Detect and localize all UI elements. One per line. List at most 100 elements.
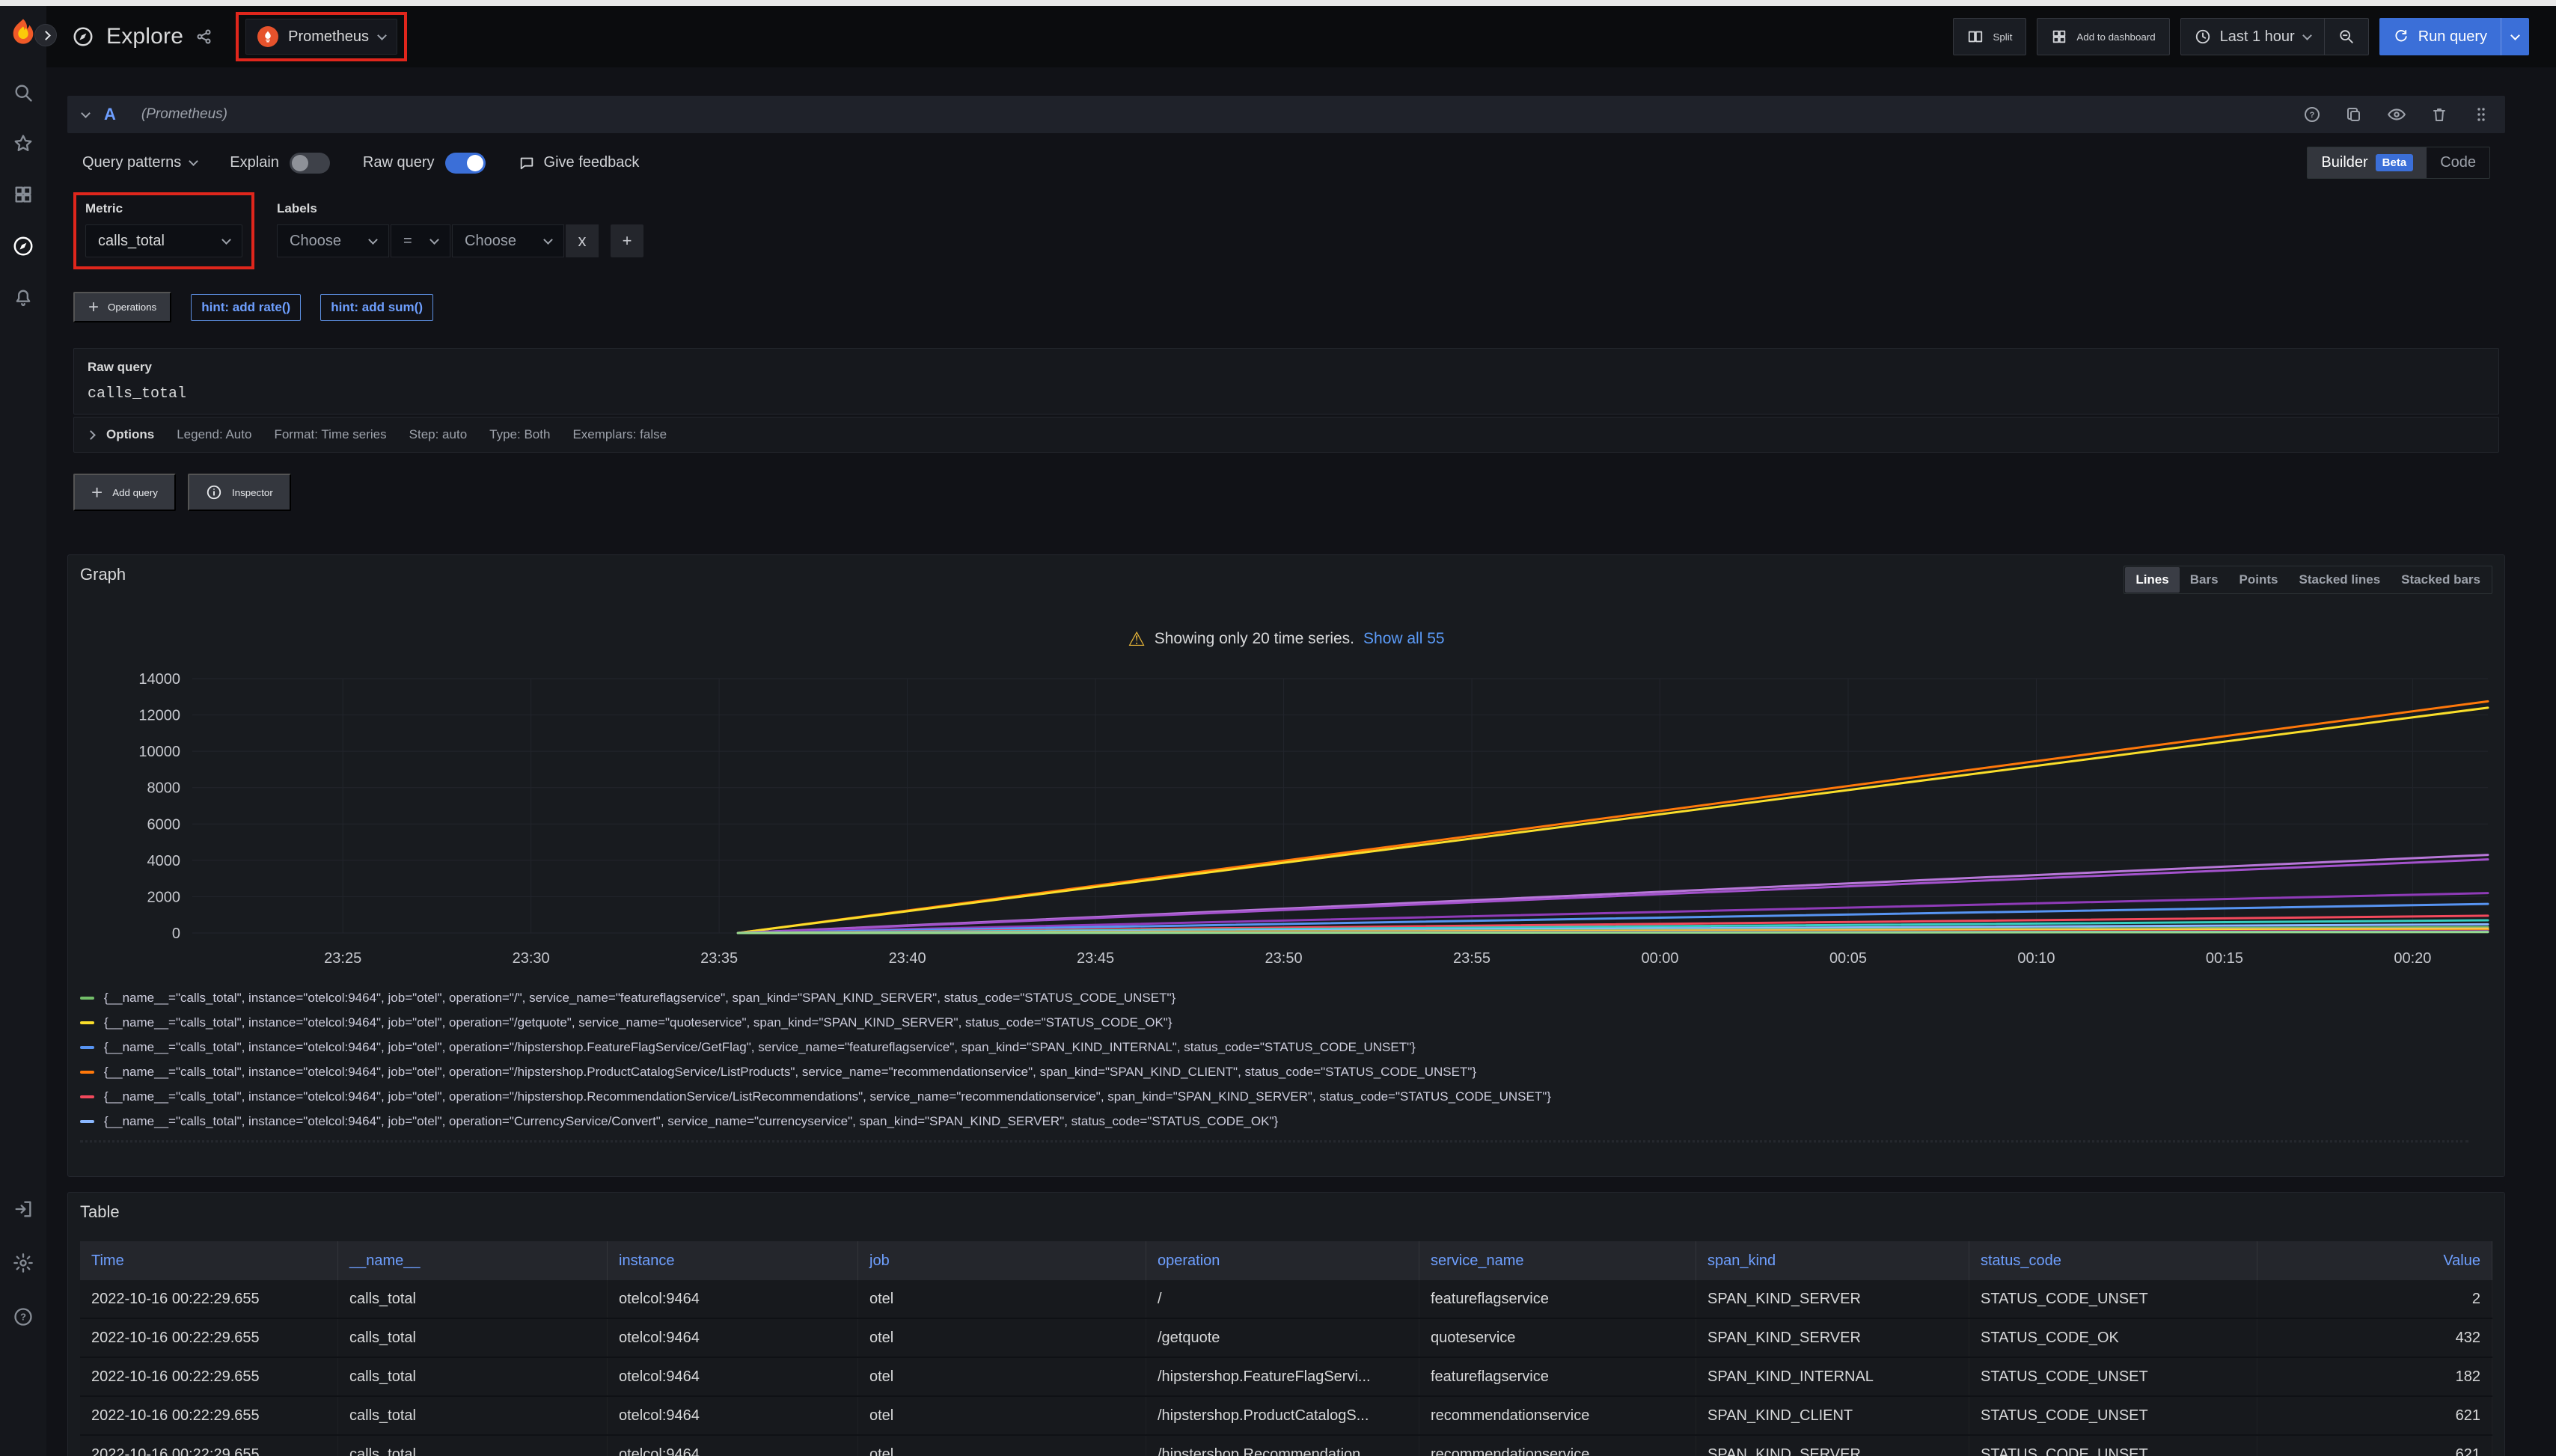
table-cell: otel [858, 1397, 1146, 1434]
zoom-out-time-button[interactable] [2325, 19, 2368, 55]
table-header-cell[interactable]: span_kind [1696, 1241, 1969, 1280]
share-icon[interactable] [195, 28, 213, 46]
graph-legend: {__name__="calls_total", instance="otelc… [80, 985, 2492, 1134]
query-patterns-dropdown[interactable]: Query patterns [82, 154, 197, 171]
datasource-picker[interactable]: Prometheus [245, 19, 397, 55]
legend-series-label: {__name__="calls_total", instance="otelc… [104, 1114, 1278, 1129]
remove-label-filter-button[interactable]: x [566, 224, 599, 257]
table-row: 2022-10-16 00:22:29.655calls_totalotelco… [80, 1319, 2492, 1358]
tab-builder[interactable]: Builder Beta [2308, 147, 2427, 178]
give-feedback-button[interactable]: Give feedback [519, 154, 640, 171]
explain-toggle[interactable] [290, 153, 330, 174]
legend-item[interactable]: {__name__="calls_total", instance="otelc… [80, 1109, 2492, 1134]
legend-series-label: {__name__="calls_total", instance="otelc… [104, 991, 1175, 1006]
table-cell: STATUS_CODE_UNSET [1969, 1280, 2257, 1318]
metric-select[interactable]: calls_total [85, 224, 242, 257]
table-row: 2022-10-16 00:22:29.655calls_totalotelco… [80, 1436, 2492, 1456]
refresh-icon [2393, 28, 2409, 45]
query-option-summary: Exemplars: false [572, 427, 667, 442]
time-series-chart[interactable]: 0200040006000800010000120001400023:2523:… [80, 670, 2493, 969]
add-operation-button[interactable]: + Operations [73, 292, 171, 322]
sidebar: ? [0, 6, 46, 1456]
metric-highlight-box: Metric calls_total [73, 192, 254, 269]
hint-add-sum-button[interactable]: hint: add sum() [320, 294, 433, 321]
inspector-button[interactable]: Inspector [188, 474, 291, 511]
legend-series-label: {__name__="calls_total", instance="otelc… [104, 1089, 1551, 1104]
drag-handle-icon[interactable] [2472, 105, 2490, 123]
raw-query-label: Raw query [88, 360, 2485, 375]
svg-text:23:30: 23:30 [513, 950, 550, 967]
duplicate-query-icon[interactable] [2345, 105, 2363, 123]
table-cell: otel [858, 1280, 1146, 1318]
operations-row: + Operations hint: add rate() hint: add … [67, 292, 2505, 322]
legend-item[interactable]: {__name__="calls_total", instance="otelc… [80, 1059, 2492, 1084]
run-query-button[interactable]: Run query [2379, 18, 2529, 55]
search-icon[interactable] [13, 82, 34, 103]
sidebar-expand-button[interactable] [34, 24, 57, 46]
table-cell: SPAN_KIND_CLIENT [1696, 1397, 1969, 1434]
explore-icon[interactable] [12, 235, 34, 257]
table-header-cell[interactable]: __name__ [338, 1241, 608, 1280]
table-cell: 2022-10-16 00:22:29.655 [80, 1397, 338, 1434]
raw-query-toggle[interactable] [445, 153, 486, 174]
grafana-logo[interactable] [8, 16, 38, 46]
time-range-picker[interactable]: Last 1 hour [2181, 19, 2324, 55]
graph-mode-stacked-lines[interactable]: Stacked lines [2288, 567, 2391, 593]
hide-query-eye-icon[interactable] [2387, 105, 2406, 124]
label-operator-select[interactable]: = [391, 224, 450, 257]
split-button[interactable]: Split [1953, 18, 2026, 55]
table-header-cell[interactable]: Value [2257, 1241, 2492, 1280]
show-all-series-link[interactable]: Show all 55 [1363, 630, 1445, 648]
page-title: Explore [106, 24, 183, 49]
graph-mode-bars[interactable]: Bars [2180, 567, 2229, 593]
label-key-select[interactable]: Choose [277, 224, 389, 257]
raw-query-value: calls_total [88, 385, 2485, 403]
table-panel-title: Table [80, 1202, 2492, 1222]
add-label-filter-button[interactable]: + [611, 224, 643, 257]
table-header-cell[interactable]: instance [608, 1241, 858, 1280]
dashboards-icon[interactable] [13, 184, 34, 205]
graph-mode-points[interactable]: Points [2229, 567, 2289, 593]
table-cell: 621 [2257, 1397, 2492, 1434]
run-query-dropdown[interactable] [2501, 18, 2529, 55]
table-cell: calls_total [338, 1436, 608, 1456]
legend-item[interactable]: {__name__="calls_total", instance="otelc… [80, 1035, 2492, 1059]
svg-text:00:10: 00:10 [2017, 950, 2055, 967]
tab-code[interactable]: Code [2427, 147, 2489, 178]
hint-add-rate-button[interactable]: hint: add rate() [191, 294, 301, 321]
label-value-select[interactable]: Choose [452, 224, 564, 257]
table-header-cell[interactable]: Time [80, 1241, 338, 1280]
graph-mode-stacked-bars[interactable]: Stacked bars [2391, 567, 2491, 593]
svg-text:00:20: 00:20 [2394, 950, 2431, 967]
table-header-cell[interactable]: job [858, 1241, 1146, 1280]
table-header-cell[interactable]: operation [1146, 1241, 1419, 1280]
starred-icon[interactable] [13, 133, 34, 154]
settings-gear-icon[interactable] [13, 1252, 34, 1273]
add-to-dashboard-button[interactable]: Add to dashboard [2037, 18, 2169, 55]
alerting-bell-icon[interactable] [13, 287, 34, 308]
legend-item[interactable]: {__name__="calls_total", instance="otelc… [80, 985, 2492, 1010]
sign-in-icon[interactable] [13, 1199, 34, 1220]
legend-series-label: {__name__="calls_total", instance="otelc… [104, 1040, 1416, 1055]
legend-item[interactable]: {__name__="calls_total", instance="otelc… [80, 1010, 2492, 1035]
query-option-summary: Step: auto [409, 427, 468, 442]
query-help-icon[interactable]: ? [2303, 105, 2321, 123]
options-label[interactable]: Options [106, 427, 154, 442]
options-expand-chevron[interactable] [86, 430, 96, 440]
table-header-cell[interactable]: service_name [1419, 1241, 1696, 1280]
collapse-chevron-icon[interactable] [81, 108, 91, 118]
help-icon[interactable]: ? [13, 1306, 34, 1327]
svg-text:4000: 4000 [147, 853, 181, 869]
add-query-button[interactable]: + Add query [73, 474, 176, 511]
table-header-cell[interactable]: status_code [1969, 1241, 2257, 1280]
graph-mode-lines[interactable]: Lines [2125, 567, 2179, 593]
table-cell: otelcol:9464 [608, 1397, 858, 1434]
explain-label: Explain [230, 154, 279, 171]
delete-query-trash-icon[interactable] [2430, 105, 2448, 123]
legend-series-label: {__name__="calls_total", instance="otelc… [104, 1065, 1476, 1080]
table-cell: /getquote [1146, 1319, 1419, 1356]
table-cell: otelcol:9464 [608, 1319, 858, 1356]
legend-series-color [80, 1046, 94, 1049]
svg-text:?: ? [2310, 111, 2315, 120]
legend-item[interactable]: {__name__="calls_total", instance="otelc… [80, 1084, 2492, 1109]
